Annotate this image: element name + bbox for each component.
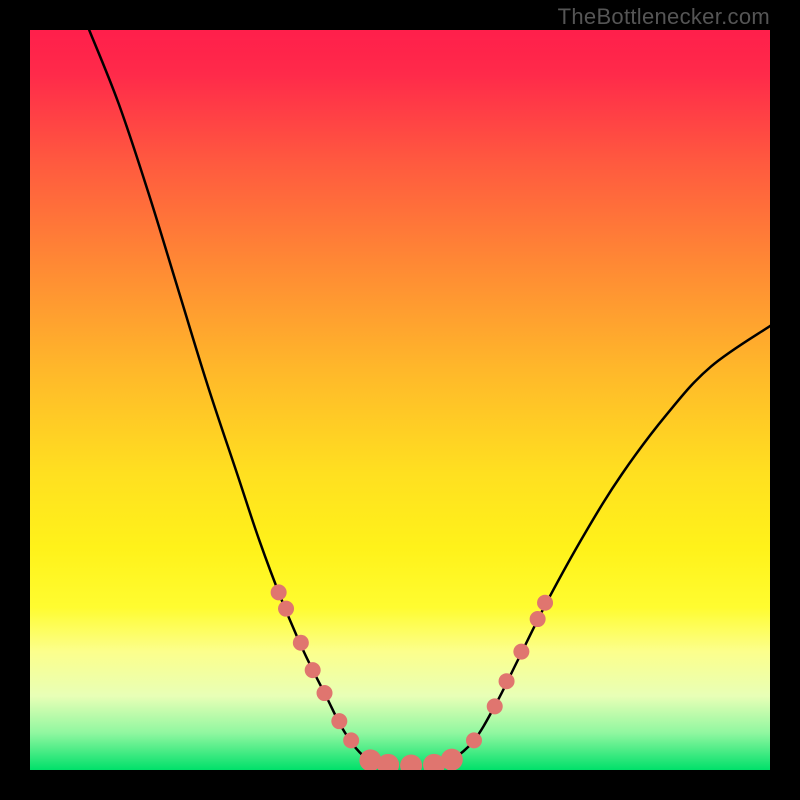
marker-dot xyxy=(487,698,503,714)
marker-dot xyxy=(305,662,321,678)
stage: TheBottlenecker.com xyxy=(0,0,800,800)
marker-dot xyxy=(530,611,546,627)
marker-dot xyxy=(317,685,333,701)
gradient-bg xyxy=(30,30,770,770)
marker-dot xyxy=(343,732,359,748)
marker-dot xyxy=(278,601,294,617)
marker-dot xyxy=(537,595,553,611)
plot-area xyxy=(30,30,770,770)
watermark-text: TheBottlenecker.com xyxy=(558,4,770,30)
marker-dot xyxy=(513,644,529,660)
marker-dot xyxy=(499,673,515,689)
marker-dot xyxy=(441,749,463,770)
marker-dot xyxy=(271,584,287,600)
plot-svg xyxy=(30,30,770,770)
marker-dot xyxy=(331,713,347,729)
marker-dot xyxy=(466,732,482,748)
marker-dot xyxy=(293,635,309,651)
